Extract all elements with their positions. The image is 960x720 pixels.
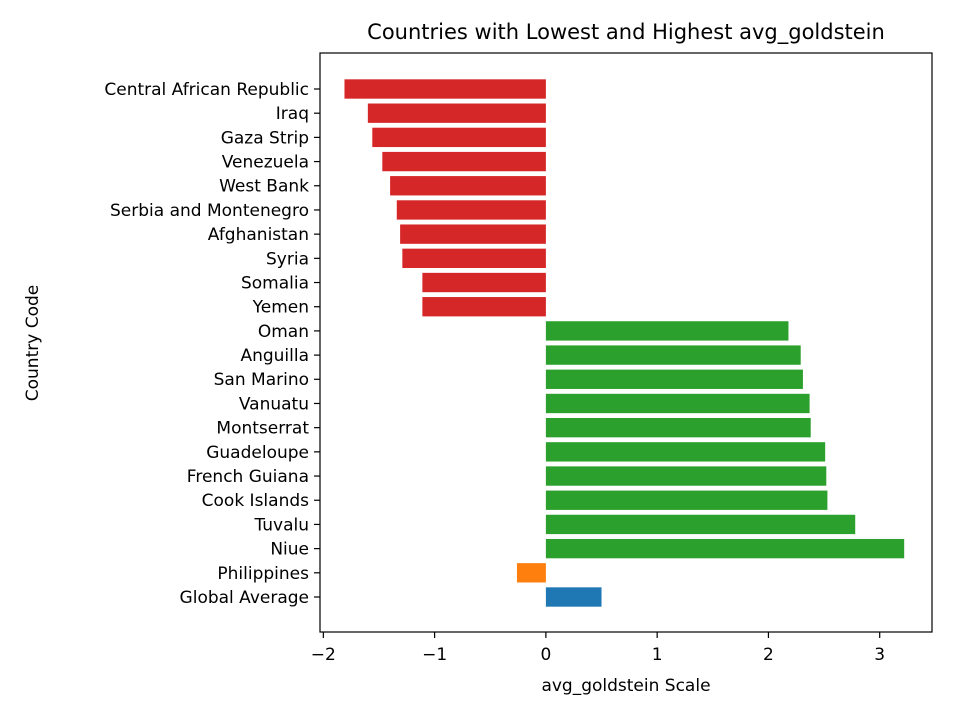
y-axis-ticks: Central African Republic Iraq Gaza Strip Ve… xyxy=(104,80,320,608)
bar-san-marino xyxy=(545,369,803,389)
x-axis-label: avg_goldstein Scale xyxy=(541,676,710,696)
y-tick-label: French Guiana xyxy=(187,467,309,487)
y-axis-label: Country Code xyxy=(23,285,43,401)
y-tick-label: Vanuatu xyxy=(239,394,309,414)
bar-vanuatu xyxy=(545,393,810,414)
y-tick-label: Montserrat xyxy=(216,419,309,439)
bar-syria xyxy=(402,248,546,269)
y-tick-label: Venezuela xyxy=(222,153,309,173)
bar-niue xyxy=(545,538,905,559)
x-tick-label: 0 xyxy=(540,645,551,665)
bar-venezuela xyxy=(382,151,546,172)
plot-frame xyxy=(319,52,933,633)
y-tick-label: Afghanistan xyxy=(208,225,309,245)
y-tick-label: Anguilla xyxy=(240,346,309,366)
bar-central-african-republic xyxy=(344,79,546,99)
bar-gaza-strip xyxy=(372,127,546,148)
y-tick-label: San Marino xyxy=(214,370,309,390)
bar-guadeloupe xyxy=(545,442,826,462)
bar-global-average xyxy=(545,587,602,607)
x-tick-label: 1 xyxy=(652,645,663,665)
bar-tuvalu xyxy=(545,514,856,535)
x-tick-label: −2 xyxy=(311,645,336,665)
bar-yemen xyxy=(422,297,546,317)
y-tick-label: Central African Republic xyxy=(104,80,309,100)
bar-french-guiana xyxy=(545,466,827,486)
bar-serbia-and-montenegro xyxy=(396,200,546,220)
y-tick-label: Oman xyxy=(258,322,309,342)
y-tick-label: Yemen xyxy=(252,298,309,318)
bar-anguilla xyxy=(545,345,801,365)
y-tick-label: West Bank xyxy=(219,177,309,197)
x-tick-label: 3 xyxy=(874,645,885,665)
y-tick-label: Serbia and Montenegro xyxy=(110,201,309,221)
y-tick-label: Philippines xyxy=(217,564,309,584)
bar-somalia xyxy=(422,272,546,293)
bar-oman xyxy=(545,321,789,341)
x-axis-ticks: −2 −1 0 1 2 3 xyxy=(311,632,885,665)
y-tick-label: Guadeloupe xyxy=(206,443,309,463)
x-tick-label: 2 xyxy=(763,645,774,665)
y-tick-label: Somalia xyxy=(241,273,309,293)
x-tick-label: −1 xyxy=(422,645,447,665)
y-tick-label: Syria xyxy=(266,249,309,269)
bar-montserrat xyxy=(545,417,811,438)
bar-iraq xyxy=(367,103,546,123)
bars-group xyxy=(344,79,905,607)
y-tick-label: Niue xyxy=(270,540,309,560)
y-tick-label: Global Average xyxy=(180,588,309,608)
bar-philippines xyxy=(516,563,546,583)
bar-afghanistan xyxy=(400,224,546,244)
y-tick-label: Gaza Strip xyxy=(221,128,309,148)
bar-cook-islands xyxy=(545,490,828,510)
y-tick-label: Iraq xyxy=(276,104,309,124)
y-tick-label: Tuvalu xyxy=(253,515,309,535)
y-tick-label: Cook Islands xyxy=(202,491,309,511)
bar-west-bank xyxy=(390,176,546,196)
chart-title: Countries with Lowest and Highest avg_go… xyxy=(367,20,885,45)
